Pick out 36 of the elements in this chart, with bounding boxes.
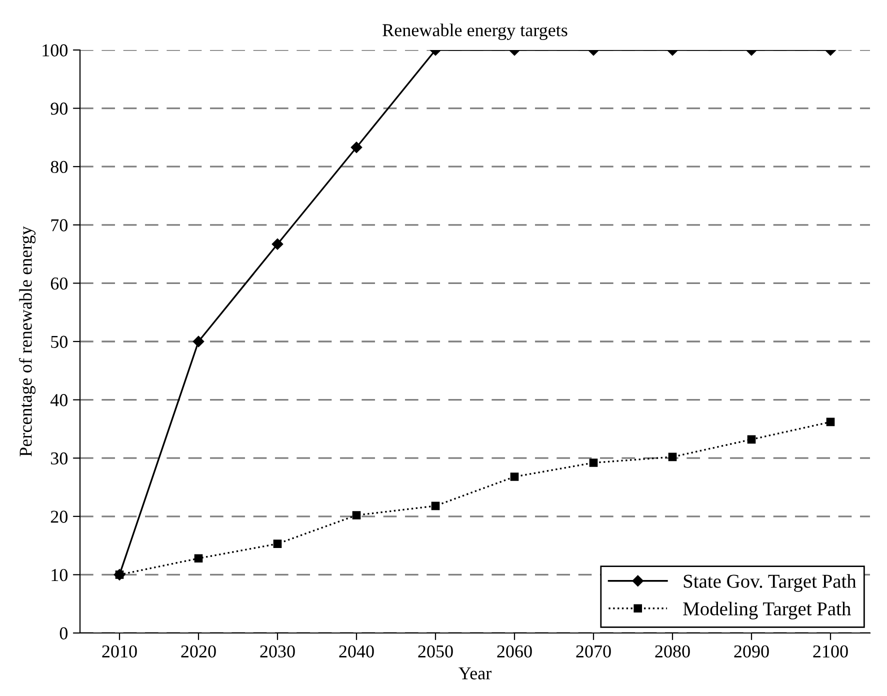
x-tick-label: 2080	[655, 645, 690, 658]
x-tick-label: 2030	[260, 645, 295, 658]
point	[352, 511, 361, 520]
point	[194, 554, 203, 563]
y-tick-label: 100	[42, 44, 68, 56]
x-tick-label: 2020	[181, 645, 216, 658]
point	[192, 336, 204, 348]
point	[826, 418, 835, 426]
point	[589, 458, 598, 467]
x-tick-label: 2100	[813, 645, 848, 658]
x-tick-label: 2010	[102, 645, 137, 658]
x-axis-title: Year	[458, 667, 492, 680]
x-tick-label: 2050	[418, 645, 453, 658]
y-tick-label: 50	[51, 336, 68, 348]
legend-label: Modeling Target Path	[683, 602, 851, 620]
y-tick-label: 30	[51, 452, 68, 465]
point	[431, 502, 440, 510]
y-axis-title: Percentage of renewable energy	[18, 226, 36, 456]
point	[747, 435, 756, 444]
x-tick-label: 2040	[339, 645, 374, 658]
x-tick-label: 2090	[734, 645, 769, 658]
point	[273, 540, 282, 548]
y-tick-label: 0	[60, 627, 68, 640]
y-tick-label: 60	[50, 277, 68, 290]
y-tick-label: 10	[52, 568, 68, 582]
y-tick-label: 40	[50, 394, 68, 406]
chart-title: Renewable energy targets	[382, 24, 568, 40]
y-tick-label: 70	[51, 219, 68, 232]
x-tick-label: 2060	[497, 645, 532, 658]
y-tick-label: 20	[50, 510, 68, 523]
y-tick-label: 90	[50, 102, 68, 115]
point	[510, 472, 519, 481]
legend-label: State Gov. Target Path	[684, 574, 856, 592]
y-tick-label: 80	[50, 160, 68, 174]
point	[668, 452, 677, 462]
x-tick-label: 2070	[576, 645, 611, 658]
